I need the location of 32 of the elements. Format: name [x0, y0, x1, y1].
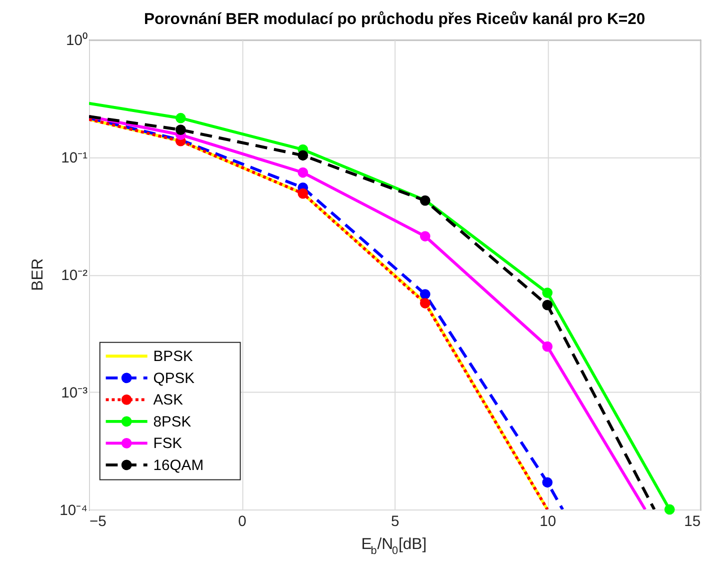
- legend-label: 16QAM: [153, 458, 204, 474]
- point: [664, 504, 675, 515]
- x-tick-label: 0: [238, 514, 246, 530]
- y-axis-title: BER: [30, 258, 47, 291]
- point: [298, 150, 308, 161]
- point: [175, 124, 186, 135]
- y-tick-label: 10⁻¹: [61, 150, 88, 167]
- x-tick-label: 5: [390, 514, 400, 530]
- point: [420, 195, 430, 206]
- point: [298, 188, 308, 199]
- legend-label: QPSK: [153, 370, 195, 387]
- legend-label: ASK: [153, 392, 184, 409]
- x-tick-label: 10: [540, 514, 556, 530]
- y-tick-label: 10⁰: [66, 32, 88, 50]
- point: [542, 341, 553, 352]
- point: [542, 300, 553, 310]
- point: [175, 112, 186, 124]
- point: [542, 477, 553, 488]
- legend-label: FSK: [153, 436, 182, 452]
- point: [420, 289, 430, 300]
- legend-label: 8PSK: [153, 414, 192, 430]
- y-tick-label: 10⁻³: [61, 385, 88, 402]
- point: [420, 298, 430, 308]
- legend-label: BPSK: [153, 349, 193, 366]
- y-tick-label: 10⁻⁴: [60, 502, 88, 519]
- y-tick-label: 10⁻²: [61, 268, 88, 284]
- point: [542, 288, 553, 298]
- point: [420, 231, 430, 242]
- point: [298, 167, 308, 178]
- x-tick-label: −5: [89, 514, 106, 530]
- x-tick-label: 15: [684, 514, 701, 530]
- chart-title: Porovnání BER modulací po průchodu přes Riceův kanál pro K=20: [144, 10, 646, 28]
